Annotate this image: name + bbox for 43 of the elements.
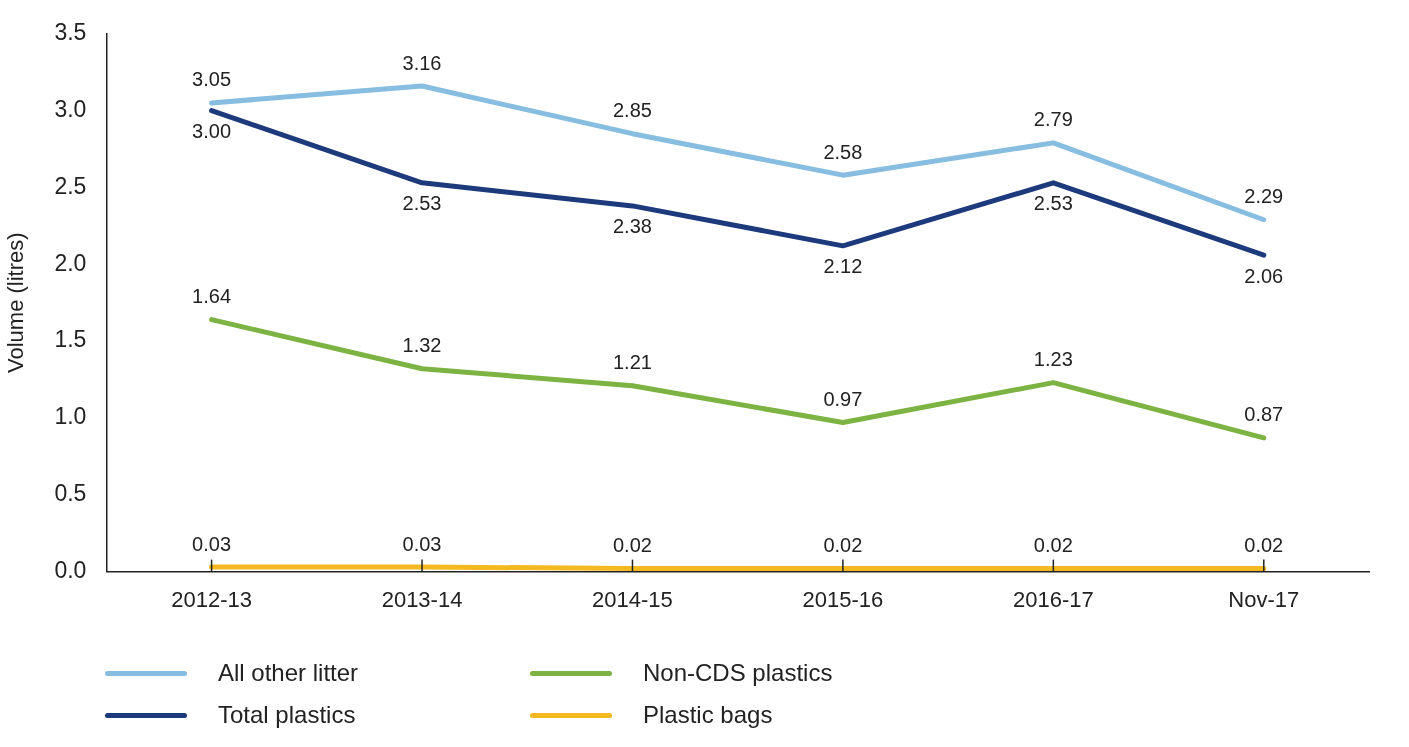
data-label: 3.00	[192, 120, 232, 143]
data-label: 0.97	[823, 388, 863, 411]
y-tick-label: 1.5	[54, 326, 87, 353]
data-label: 2.53	[1033, 192, 1073, 215]
data-label: 1.23	[1033, 348, 1073, 371]
data-label: 0.03	[192, 532, 232, 555]
legend-label: Non-CDS plastics	[643, 659, 833, 687]
data-label: 0.03	[402, 532, 442, 555]
data-label: 1.21	[613, 351, 652, 374]
x-tick-label: Nov-17	[1228, 586, 1300, 612]
x-tick-label: 2015-16	[802, 586, 884, 612]
data-label: 2.06	[1244, 264, 1284, 287]
x-tick-label: 2014-15	[592, 586, 673, 612]
y-tick-label: 3.5	[54, 19, 87, 46]
data-label: 3.05	[192, 68, 232, 91]
data-label: 1.64	[192, 285, 232, 308]
data-label: 2.38	[613, 215, 652, 238]
y-tick-label: 1.0	[54, 403, 87, 430]
x-tick-label: 2013-14	[381, 586, 463, 612]
data-label: 3.16	[402, 51, 442, 74]
data-label: 1.32	[402, 334, 442, 357]
legend-label: Total plastics	[218, 701, 356, 729]
data-label: 0.87	[1244, 403, 1284, 426]
y-tick-label: 3.0	[54, 95, 87, 122]
y-tick-label: 0.5	[54, 480, 87, 507]
data-label: 2.53	[402, 192, 442, 215]
data-label: 0.02	[1033, 534, 1073, 557]
data-label: 0.02	[1244, 534, 1284, 557]
y-tick-label: 2.0	[54, 249, 87, 276]
x-tick-label: 2012-13	[171, 586, 252, 612]
legend-label: All other litter	[218, 659, 359, 687]
y-tick-label: 2.5	[54, 172, 87, 199]
data-label: 0.02	[613, 534, 652, 557]
data-label: 2.79	[1033, 108, 1073, 131]
data-label: 2.58	[823, 140, 863, 163]
data-label: 2.12	[823, 255, 863, 278]
x-tick-label: 2016-17	[1012, 586, 1094, 612]
y-axis-title: Volume (litres)	[3, 232, 29, 373]
y-tick-label: 0.0	[54, 556, 87, 583]
data-label: 2.85	[613, 99, 652, 122]
data-label: 0.02	[823, 534, 863, 557]
data-label: 2.29	[1244, 185, 1284, 208]
legend-label: Plastic bags	[643, 701, 773, 729]
